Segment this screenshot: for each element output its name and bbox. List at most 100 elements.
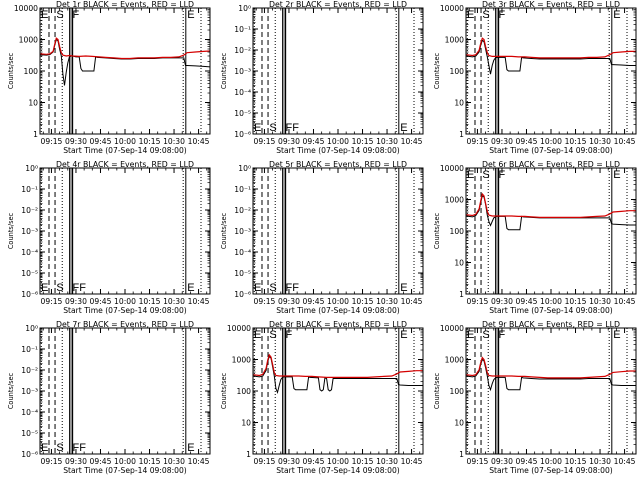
y-tick-label: 1 (459, 450, 464, 459)
y-tick-label: 10⁻³ (234, 67, 251, 76)
series-line-events (465, 358, 636, 392)
x-tick-label: 10:30 (589, 137, 611, 146)
y-axis-title: Counts/sec (220, 212, 228, 249)
panel-title: Det 3r BLACK = Events, RED = LLD (482, 0, 620, 9)
x-tick-label: 09:30 (65, 297, 87, 306)
x-axis-title: Start Time (07-Sep-14 09:08:00) (63, 306, 187, 315)
x-tick-label: 10:30 (163, 297, 185, 306)
x-tick-label: 09:45 (303, 297, 325, 306)
x-tick-label: 10:30 (376, 297, 398, 306)
x-tick-label: 10:45 (614, 457, 636, 466)
x-tick-label: 10:00 (540, 137, 562, 146)
y-axis-title: Counts/sec (7, 212, 15, 249)
marker-label-s: S (482, 329, 489, 341)
y-tick-label: 100 (450, 387, 465, 396)
marker-label-s: S (269, 329, 276, 341)
y-tick-label: 1 (33, 130, 38, 139)
x-axis-title: Start Time (07-Sep-14 09:08:00) (276, 306, 400, 315)
plot-frame (39, 167, 211, 295)
panel-title: Det 7r BLACK = Events, RED = LLD (56, 320, 194, 329)
x-tick-label: 09:15 (40, 457, 62, 466)
marker-label-e: E (254, 282, 261, 294)
marker-label-s: S (56, 9, 63, 21)
x-tick-label: 10:15 (352, 457, 374, 466)
y-tick-label: 1000 (19, 36, 38, 45)
marker-label-s: S (56, 442, 63, 454)
x-tick-label: 10:15 (565, 297, 587, 306)
x-tick-label: 10:45 (401, 137, 423, 146)
marker-label-e: E (467, 9, 474, 21)
series-line-lld (465, 356, 636, 379)
marker-label-e: E (400, 122, 407, 134)
y-tick-label: 10⁻⁵ (21, 429, 38, 438)
series-line-lld (252, 353, 423, 378)
marker-label-s: S (56, 282, 63, 294)
x-tick-label: 10:45 (188, 297, 210, 306)
y-tick-label: 10⁻⁶ (234, 290, 251, 299)
marker-label-s: S (269, 122, 276, 134)
marker-label-e: E (254, 122, 261, 134)
plot-frame (465, 327, 637, 455)
y-axis-title: Counts/sec (7, 372, 15, 409)
x-tick-label: 09:15 (466, 137, 488, 146)
y-tick-label: 10 (28, 99, 38, 108)
y-tick-label: 100 (24, 67, 39, 76)
x-tick-label: 10:30 (163, 457, 185, 466)
y-tick-label: 1 (459, 290, 464, 299)
marker-label-f: F (499, 329, 506, 341)
plot-frame (465, 167, 637, 295)
marker-label-f: F (73, 9, 80, 21)
y-axis-title: Counts/sec (7, 52, 15, 89)
x-tick-label: 09:30 (491, 297, 513, 306)
x-tick-label: 10:00 (114, 297, 136, 306)
marker-label-e: E (187, 282, 194, 294)
x-tick-label: 10:00 (540, 297, 562, 306)
x-tick-label: 09:30 (491, 137, 513, 146)
series-line-lld (465, 37, 636, 59)
x-tick-label: 09:30 (65, 137, 87, 146)
series-line-lld (39, 37, 211, 60)
x-tick-label: 09:45 (516, 137, 538, 146)
series-line-events (252, 355, 423, 395)
x-tick-label: 10:15 (139, 297, 161, 306)
y-tick-label: 10⁻³ (21, 227, 38, 236)
marker-label-e: E (41, 282, 48, 294)
y-tick-label: 10⁻³ (21, 387, 38, 396)
x-tick-label: 09:15 (466, 457, 488, 466)
y-tick-label: 10⁰ (238, 4, 251, 13)
y-tick-label: 10⁻⁵ (234, 109, 251, 118)
x-tick-label: 09:15 (40, 297, 62, 306)
x-tick-label: 09:30 (278, 457, 300, 466)
x-tick-label: 10:45 (401, 297, 423, 306)
x-tick-label: 09:15 (253, 297, 275, 306)
x-tick-label: 10:15 (139, 457, 161, 466)
marker-label-f: F (286, 329, 293, 341)
y-tick-label: 10⁻¹ (234, 185, 251, 194)
x-tick-label: 10:00 (327, 297, 349, 306)
marker-label-e: E (613, 329, 620, 341)
y-tick-label: 10⁰ (25, 164, 38, 173)
x-axis-title: Start Time (07-Sep-14 09:08:00) (489, 466, 613, 475)
marker-label-f: F (499, 169, 506, 181)
marker-label-e: E (467, 329, 474, 341)
x-tick-label: 09:30 (65, 457, 87, 466)
x-tick-label: 09:45 (516, 297, 538, 306)
x-tick-label: 09:15 (40, 137, 62, 146)
x-tick-label: 09:45 (303, 457, 325, 466)
x-tick-label: 10:00 (327, 457, 349, 466)
x-tick-label: 10:45 (614, 297, 636, 306)
marker-label-f: F (499, 9, 506, 21)
x-tick-label: 10:00 (327, 137, 349, 146)
y-tick-label: 10⁻⁵ (234, 269, 251, 278)
x-axis-title: Start Time (07-Sep-14 09:08:00) (489, 146, 613, 155)
y-tick-label: 100 (450, 227, 465, 236)
plot-frame (252, 167, 424, 295)
x-tick-label: 10:45 (614, 137, 636, 146)
marker-label-e: E (400, 329, 407, 341)
x-tick-label: 10:00 (114, 137, 136, 146)
x-tick-label: 09:30 (278, 297, 300, 306)
